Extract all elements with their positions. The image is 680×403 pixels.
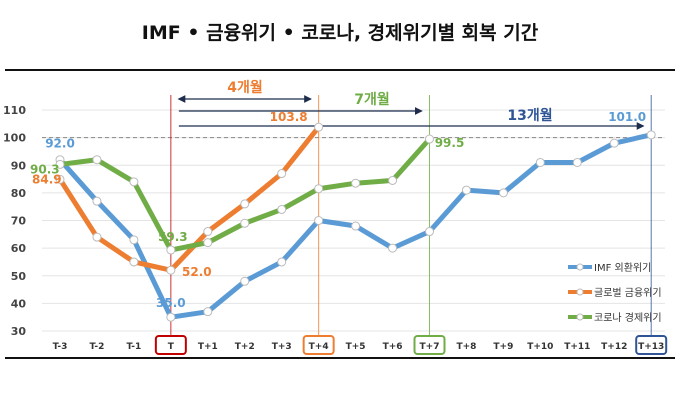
y-tick-label: 30 bbox=[11, 325, 27, 338]
data-point bbox=[129, 177, 139, 187]
data-label: 101.0 bbox=[608, 110, 646, 124]
data-point bbox=[277, 169, 287, 179]
y-tick-label: 110 bbox=[3, 104, 26, 117]
y-tick-label: 80 bbox=[11, 187, 27, 200]
y-tick-label: 70 bbox=[11, 215, 27, 228]
data-point bbox=[240, 199, 250, 209]
data-label: 84.9 bbox=[32, 172, 62, 186]
x-tick-label: T-3 bbox=[53, 342, 68, 352]
data-point bbox=[166, 312, 176, 322]
x-tick-label: T+10 bbox=[527, 342, 553, 352]
data-point bbox=[240, 218, 250, 228]
data-point bbox=[572, 157, 582, 167]
x-tick-label: T+1 bbox=[198, 342, 218, 352]
x-tick-label: T-2 bbox=[90, 342, 105, 352]
x-tick-label: T+12 bbox=[601, 342, 627, 352]
x-tick-label: T bbox=[168, 342, 175, 352]
data-label: 99.5 bbox=[435, 136, 465, 150]
data-point bbox=[351, 221, 361, 231]
data-point bbox=[314, 216, 324, 225]
data-point bbox=[92, 155, 102, 165]
x-tick-label: T+11 bbox=[564, 342, 590, 352]
data-point bbox=[498, 188, 508, 198]
data-point bbox=[535, 157, 545, 167]
data-point bbox=[425, 227, 434, 237]
legend-marker bbox=[576, 288, 584, 296]
data-point bbox=[203, 227, 213, 237]
x-tick-label: T+13 bbox=[638, 342, 664, 352]
series-line-2 bbox=[59, 137, 432, 253]
data-label: 92.0 bbox=[45, 137, 75, 151]
data-point bbox=[166, 265, 176, 275]
duration-label: 13개월 bbox=[507, 107, 552, 124]
data-point bbox=[388, 175, 398, 185]
data-point bbox=[55, 174, 65, 184]
data-label: 103.8 bbox=[270, 110, 308, 124]
legend-label: 글로벌 금융위기 bbox=[594, 286, 662, 299]
legend-label: IMF 외환위기 bbox=[594, 261, 651, 274]
x-tick-label: T+9 bbox=[493, 342, 513, 352]
legend-marker bbox=[576, 313, 584, 321]
legend-label: 코로나 경제위기 bbox=[594, 311, 662, 324]
data-point bbox=[351, 178, 361, 188]
data-label: 52.0 bbox=[182, 265, 212, 279]
data-point bbox=[129, 235, 139, 245]
y-tick-label: 40 bbox=[11, 297, 27, 310]
x-tick-label: T+5 bbox=[346, 342, 366, 352]
y-tick-label: 90 bbox=[11, 159, 27, 172]
y-tick-label: 50 bbox=[11, 270, 27, 283]
data-point bbox=[55, 159, 65, 169]
data-point bbox=[425, 134, 434, 144]
data-point bbox=[92, 196, 102, 206]
series-line-1 bbox=[57, 125, 321, 273]
x-tick-label: T+6 bbox=[383, 342, 403, 352]
tick-highlight-box bbox=[302, 335, 335, 355]
data-label: 59.3 bbox=[158, 230, 188, 244]
data-point bbox=[277, 257, 287, 267]
legend-marker bbox=[576, 263, 584, 271]
y-tick-label: 100 bbox=[3, 132, 26, 145]
data-point bbox=[92, 232, 102, 242]
x-tick-label: T+4 bbox=[309, 342, 329, 352]
x-tick-label: T+8 bbox=[456, 342, 476, 352]
x-tick-label: T+3 bbox=[272, 342, 292, 352]
data-point bbox=[314, 184, 324, 194]
data-label: 90.3 bbox=[30, 162, 60, 176]
data-point bbox=[461, 185, 471, 195]
x-tick-label: T+7 bbox=[420, 342, 440, 352]
data-point bbox=[203, 307, 213, 317]
data-point bbox=[129, 257, 139, 267]
data-point bbox=[203, 238, 213, 248]
duration-label: 4개월 bbox=[227, 79, 263, 96]
chart-title: IMF • 금융위기 • 코로나, 경제위기별 회복 기간 bbox=[141, 22, 539, 44]
tick-highlight-box bbox=[635, 335, 668, 355]
data-point bbox=[388, 243, 398, 253]
duration-label: 7개월 bbox=[354, 91, 390, 108]
data-label: 35.0 bbox=[156, 296, 186, 310]
x-tick-label: T-1 bbox=[126, 342, 141, 352]
data-point bbox=[646, 130, 656, 140]
tick-highlight-box bbox=[413, 335, 446, 355]
tick-highlight-box bbox=[154, 335, 187, 355]
data-point bbox=[166, 245, 176, 255]
y-tick-label: 60 bbox=[11, 242, 27, 255]
data-point bbox=[314, 122, 324, 132]
x-tick-label: T+2 bbox=[235, 342, 255, 352]
data-point bbox=[277, 204, 287, 214]
data-point bbox=[609, 138, 619, 148]
data-point bbox=[240, 276, 250, 286]
